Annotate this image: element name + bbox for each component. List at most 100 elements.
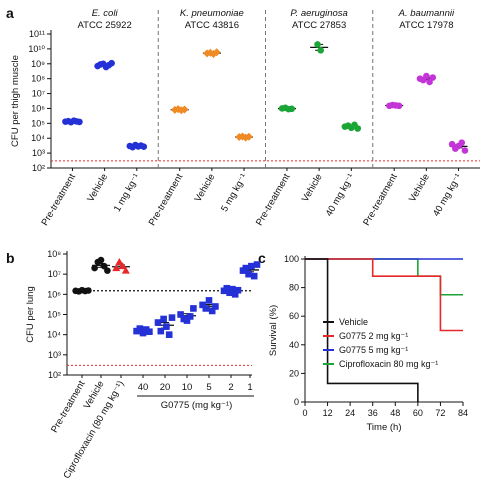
panel-a-3-1-point <box>429 74 437 81</box>
panel-a-organism-label: A. baumannii <box>398 8 455 19</box>
panel-b-8-point <box>248 262 255 270</box>
panel-a-category-label: Vehicle <box>193 172 218 204</box>
panel-b-4-point <box>163 323 170 330</box>
panel-a-category-label: Pre-treatment <box>254 172 293 228</box>
panel-b-dose-label: 1 <box>247 382 252 393</box>
panel-a-1-0-point <box>180 105 189 114</box>
panel-a-strain-label: ATCC 25922 <box>78 20 132 31</box>
panel-c-x-tick-label: 12 <box>323 408 333 418</box>
panel-a-1-2-point <box>244 132 253 141</box>
panel-b-4-point <box>165 331 173 338</box>
panel-c-x-tick-label: 36 <box>368 408 378 418</box>
panel-a-2-1-point <box>314 41 321 48</box>
panel-c-series-0-line <box>305 258 419 402</box>
panel-b-y-axis-title: CFU per lung <box>25 286 36 343</box>
panel-b-dose-label: 5 <box>206 382 211 393</box>
panel-b-4-point <box>157 327 165 335</box>
panel-b-8-point <box>242 264 250 272</box>
panel-c-legend-label: G0775 2 mg kg⁻¹ <box>339 331 408 341</box>
panel-b-1-point <box>104 267 111 274</box>
panel-b-4-point <box>168 314 176 321</box>
panel-b-y-tick-label: 10² <box>48 370 61 380</box>
panel-b-2-point <box>112 264 121 272</box>
panel-a-category-label: 40 mg kg⁻¹ <box>324 172 357 218</box>
panel-a-2-2-point <box>354 125 362 132</box>
panel-b-2-point <box>118 262 127 270</box>
panel-a-organism-label: P. aeruginosa <box>290 8 347 19</box>
panel-a-0-1-point <box>108 59 115 67</box>
panel-b-3-point <box>146 328 153 336</box>
panel-b-7-point <box>231 291 239 298</box>
panel-b-y-tick-label: 10⁷ <box>48 269 61 279</box>
panel-c-x-tick-label: 0 <box>302 408 307 418</box>
panel-c-series-1-line <box>305 258 463 332</box>
panel-c-chart: 0 20 40 60 80 100 0 12 24 36 48 60 72 84 Survival (%) T… <box>268 254 468 433</box>
panel-b-dose-label: 40 <box>138 382 149 393</box>
panel-a-3-2-point <box>461 147 469 154</box>
panel-b-7-point <box>223 284 231 292</box>
panel-b-8-point <box>253 261 261 268</box>
panel-a-y-tick-label: 10⁴ <box>31 133 45 143</box>
panel-a-y-tick-label: 10⁹ <box>31 59 45 69</box>
panel-a-y-tick-label: 10¹¹ <box>29 29 45 39</box>
panel-b-dose-label: 10 <box>182 382 193 393</box>
panel-a-category-label: Pre-treatment <box>147 172 186 228</box>
panel-b-y-tick-label: 10³ <box>48 350 61 360</box>
panel-c-legend-label: G0775 5 mg kg⁻¹ <box>339 345 408 355</box>
panel-a-strain-label: ATCC 17978 <box>399 20 453 31</box>
panel-a-y-tick-label: 10² <box>32 163 45 173</box>
panel-c-x-tick-label: 72 <box>435 408 445 418</box>
panel-b-5-point <box>190 305 197 312</box>
panel-b-1-point <box>97 256 105 264</box>
panel-a-3-0-point <box>395 102 403 110</box>
panel-c-x-tick-label: 60 <box>413 408 423 418</box>
panel-b-letter: b <box>6 250 15 266</box>
panel-b-5-point <box>186 313 194 320</box>
panel-c-y-tick-label: 100 <box>284 254 299 264</box>
panel-a-3-2-point <box>458 139 466 147</box>
panel-b-1-point <box>91 264 98 272</box>
panel-b-4-point <box>160 315 167 323</box>
panel-c-x-axis-title: Time (h) <box>366 422 401 433</box>
panel-b-5-point <box>183 317 191 324</box>
panel-c-x-tick-label: 84 <box>458 408 468 418</box>
panel-c-x-tick-label: 24 <box>345 408 355 418</box>
panel-a-y-tick-label: 10⁷ <box>32 89 45 99</box>
panel-b-3-point <box>139 329 147 337</box>
panel-c-letter: c <box>258 250 266 266</box>
panel-b-8-point <box>245 270 252 278</box>
panel-b-dose-label: 2 <box>228 382 233 393</box>
panel-b-6-point <box>199 301 206 309</box>
panel-a-category-label: 1 mg kg⁻¹ <box>112 172 143 214</box>
panel-b-6-point <box>208 307 216 315</box>
panel-b-y-tick-label: 10⁵ <box>47 310 61 320</box>
panel-b-6-point <box>202 305 210 312</box>
panel-a-chart: 10² 10³ 10⁴ 10⁵ 10⁶ 10⁷ 10⁸ 10⁹ 10¹⁰ 10¹¹ CFU per … <box>10 8 480 228</box>
panel-c-legend-label: Vehicle <box>339 317 368 327</box>
panel-a-y-tick-label: 10³ <box>32 148 45 158</box>
panel-a-strain-label: ATCC 43816 <box>185 20 239 31</box>
panel-a-category-label: Vehicle <box>407 172 432 204</box>
panel-a-y-tick-label: 10⁶ <box>31 103 45 113</box>
panel-b-dose-label: 20 <box>160 382 171 393</box>
panel-b-2-point <box>115 258 124 266</box>
panel-a-category-label: 5 mg kg⁻¹ <box>219 172 250 214</box>
panel-a-0-0-point <box>76 118 83 126</box>
panel-b-x-axis-title: G0775 (mg kg⁻¹) <box>161 400 233 411</box>
panel-c-y-tick-label: 20 <box>289 368 299 378</box>
panel-c-x-tick-label: 48 <box>390 408 400 418</box>
panel-b-5-point <box>177 311 184 318</box>
panel-a-category-label: Vehicle <box>300 172 325 204</box>
panel-a-letter: a <box>6 5 14 21</box>
panel-b-3-point <box>136 325 144 332</box>
panel-a-organism-label: E. coli <box>92 8 119 19</box>
panel-b-6-point <box>212 303 219 310</box>
panel-a-category-label: Pre-treatment <box>361 172 400 228</box>
panel-b-8-point <box>250 272 258 280</box>
panel-a-0-2-point <box>140 143 148 150</box>
panel-c-y-tick-label: 60 <box>289 311 299 321</box>
panel-b-6-point <box>205 297 213 304</box>
panel-a-organism-label: K. pneumoniae <box>180 8 244 19</box>
panel-a-strain-label: ATCC 27853 <box>292 20 346 31</box>
